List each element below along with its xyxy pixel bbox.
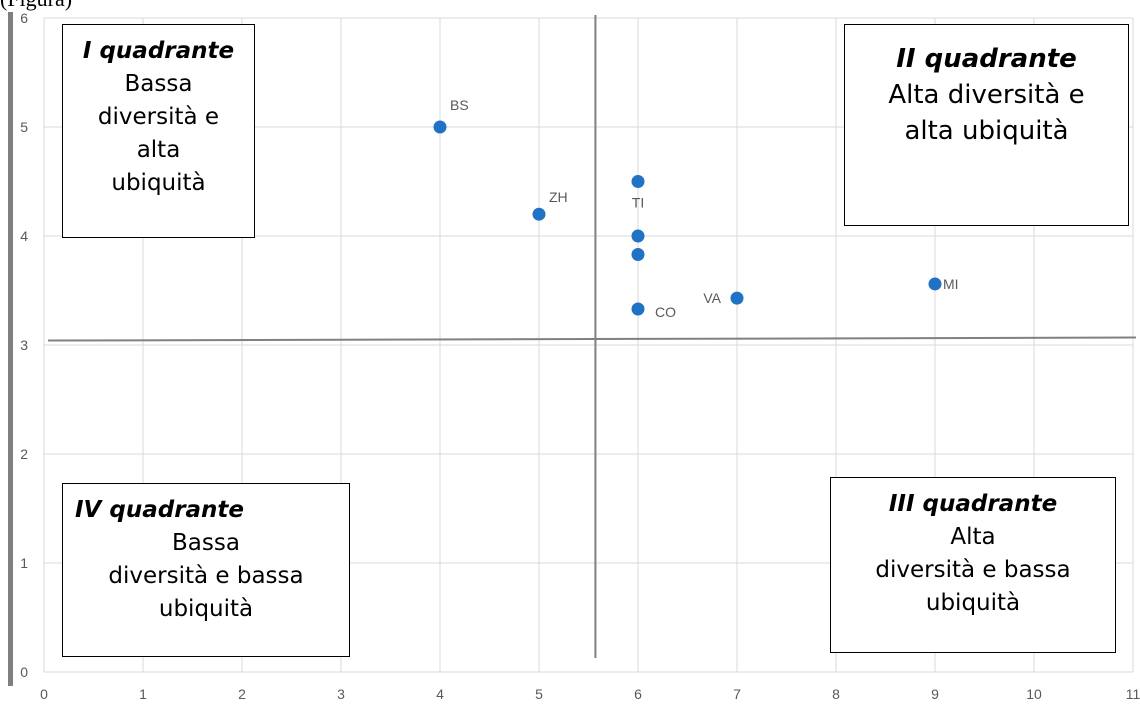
data-point	[928, 277, 942, 291]
quadrant-line: Alta	[950, 524, 996, 550]
quadrant-line: diversità e	[97, 104, 220, 130]
quadrant-title: I quadrante	[82, 38, 235, 64]
y-tick-label: 2	[20, 446, 28, 462]
y-tick-label: 6	[20, 10, 28, 26]
x-tick-label: 10	[1026, 686, 1042, 702]
x-tick-label: 6	[634, 686, 642, 702]
quadrant-box-1: I quadrante Bassa diversità e alta ubiqu…	[62, 24, 255, 238]
x-tick-label: 4	[436, 686, 444, 702]
point-label: TI	[632, 195, 644, 211]
data-point	[631, 175, 645, 188]
quadrant-line: ubiquità	[925, 590, 1021, 616]
point-labels: BS ZH TI CO VA MI	[450, 97, 959, 320]
x-tick-label: 0	[40, 686, 48, 702]
point-label: VA	[703, 290, 721, 306]
header-fragment: (Figura)	[0, 0, 72, 12]
data-point	[433, 120, 447, 134]
reference-lines	[47, 15, 1137, 658]
quadrant-box-3: III quadrante Alta diversità e bassa ubi…	[830, 477, 1116, 653]
horizontal-divider-line	[47, 336, 1137, 342]
data-point	[730, 291, 744, 305]
data-point	[631, 229, 645, 243]
quadrant-line: Alta diversità e	[888, 80, 1085, 110]
quadrant-line: alta ubiquità	[904, 116, 1069, 146]
quadrant-line: ubiquità	[158, 596, 254, 622]
data-point	[532, 207, 546, 221]
x-tick-label: 1	[139, 686, 147, 702]
quadrant-box-2: II quadrante Alta diversità e alta ubiqu…	[844, 24, 1129, 226]
x-tick-label: 7	[733, 686, 741, 702]
x-tick-label: 8	[832, 686, 840, 702]
y-tick-label: 4	[20, 228, 28, 244]
x-tick-label: 3	[337, 686, 345, 702]
y-axis-line	[8, 12, 13, 686]
x-tick-label: 2	[238, 686, 246, 702]
x-tick-label: 9	[931, 686, 939, 702]
quadrant-line: ubiquità	[111, 170, 206, 196]
quadrant-box-4: IV quadrante Bassa diversità e bassa ubi…	[62, 483, 350, 657]
y-tick-label: 1	[20, 555, 28, 571]
quadrant-line: diversità e bassa	[108, 563, 304, 589]
point-label: MI	[943, 276, 959, 292]
point-label: BS	[450, 97, 469, 113]
y-tick-label: 3	[20, 337, 28, 353]
quadrant-line: Bassa	[172, 530, 240, 556]
data-points	[433, 120, 942, 316]
axes: 0 1 2 3 4 5 6 7 8 9 10 11 0 1 2 3 4 5 6	[8, 10, 1140, 702]
quadrant-title: III quadrante	[888, 491, 1058, 517]
point-label: CO	[655, 304, 676, 320]
quadrant-line: Bassa	[124, 71, 193, 97]
data-point	[631, 302, 645, 316]
quadrant-line: diversità e bassa	[875, 557, 1071, 583]
x-tick-label: 5	[535, 686, 543, 702]
point-label: ZH	[549, 189, 568, 205]
x-tick-label: 11	[1126, 686, 1140, 702]
quadrant-line: alta	[136, 137, 181, 163]
quadrant-title: IV quadrante	[75, 497, 245, 523]
quadrant-title: II quadrante	[896, 44, 1077, 74]
y-tick-label: 0	[20, 664, 28, 680]
y-tick-label: 5	[20, 119, 28, 135]
data-point	[631, 248, 645, 262]
